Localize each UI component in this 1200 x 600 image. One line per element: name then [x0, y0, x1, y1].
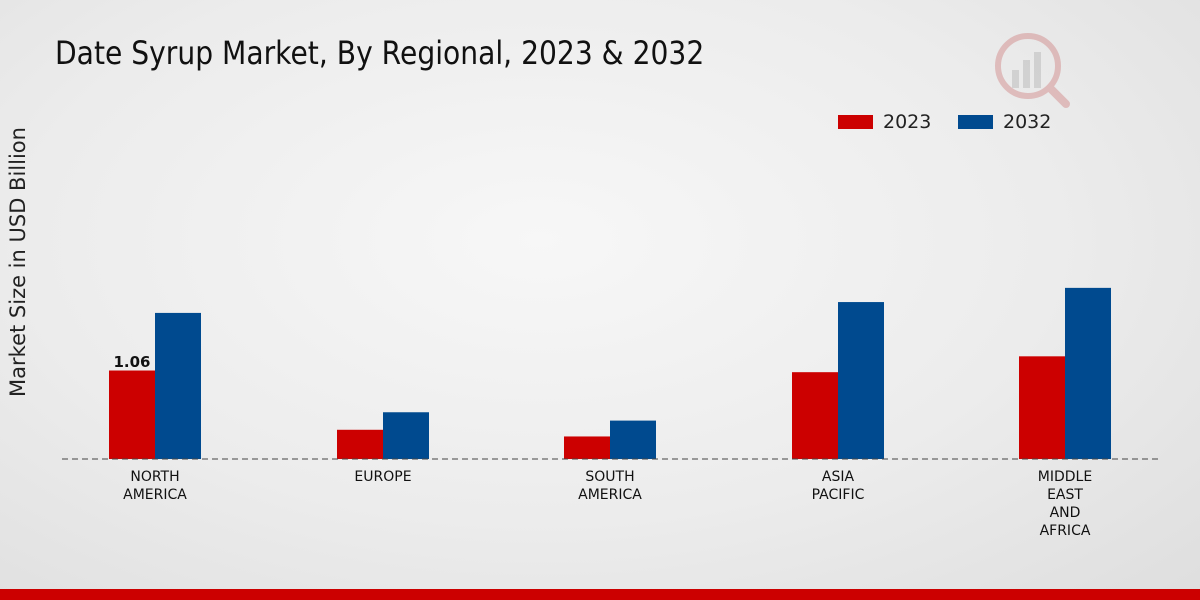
x-tick-label-1: EUROPE: [354, 469, 412, 485]
data-label-0: 1.06: [113, 352, 151, 371]
x-tick-label-4: MIDDLE EAST AND AFRICA: [1037, 469, 1093, 539]
legend-swatch-2032: [958, 115, 993, 129]
bar-2023-3: [792, 372, 838, 459]
logo-watermark-icon: [995, 33, 1070, 108]
bar-2032-1: [383, 412, 429, 459]
bar-2023-1: [337, 429, 383, 459]
x-tick-label-0: NORTH AMERICA: [123, 469, 187, 503]
legend-label-2023: 2023: [883, 111, 932, 133]
bar-2032-4: [1065, 287, 1111, 459]
legend-swatch-2023: [838, 115, 873, 129]
bar-2023-2: [564, 436, 610, 459]
bars-group: [109, 287, 1111, 459]
bar-2032-0: [155, 312, 201, 459]
bar-2032-2: [610, 420, 656, 459]
x-tick-label-3: ASIA PACIFIC: [811, 469, 865, 503]
legend-label-2032: 2032: [1003, 111, 1052, 133]
chart-title: Date Syrup Market, By Regional, 2023 & 2…: [55, 34, 705, 72]
bar-2023-0: [109, 370, 155, 459]
bar-2023-4: [1019, 356, 1065, 459]
x-tick-label-2: SOUTH AMERICA: [578, 469, 642, 503]
footer-bar: [0, 589, 1200, 600]
bar-2032-3: [838, 302, 884, 459]
